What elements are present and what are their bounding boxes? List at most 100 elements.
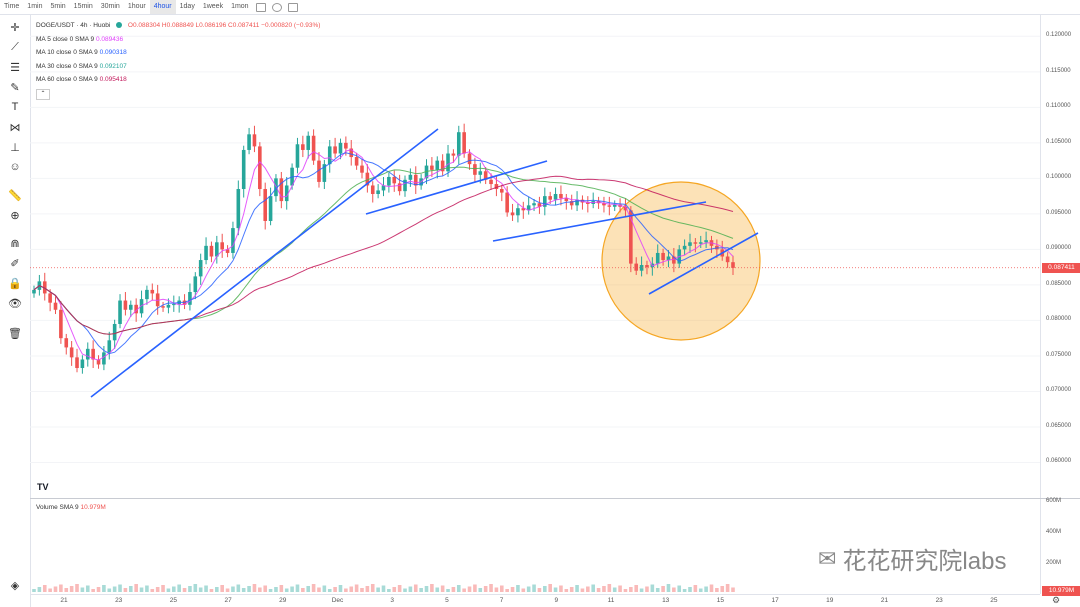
volume-bar	[682, 589, 687, 592]
volume-bar	[182, 588, 187, 592]
volume-bar	[37, 587, 42, 592]
volume-bar	[80, 587, 85, 592]
volume-bar	[629, 587, 633, 592]
timeframe-1min[interactable]: 1min	[27, 3, 43, 10]
current-volume-label: 10.979M	[1042, 586, 1080, 596]
candle-body	[543, 196, 547, 207]
volume-axis[interactable]: 600M 400M 200M 10.979M	[1040, 498, 1080, 596]
layers-icon[interactable]: ◈	[10, 579, 20, 592]
candle-body	[360, 165, 364, 173]
volume-bar	[623, 589, 628, 592]
ma-legend-row[interactable]: MA 5 close 0 SMA 9 0.089436	[36, 33, 320, 47]
volume-bar	[69, 586, 74, 592]
ma-legend-row[interactable]: MA 60 close 0 SMA 9 0.095418	[36, 73, 320, 87]
timeframe-4hour[interactable]: 4hour	[149, 0, 176, 14]
ma-line-60	[33, 175, 734, 335]
candle-body	[59, 309, 63, 339]
stay-drawing-icon[interactable]: ✐	[10, 257, 20, 270]
candle-body	[166, 304, 171, 308]
price-tick-label: 0.100000	[1046, 174, 1072, 181]
settings-icon[interactable]	[271, 2, 282, 12]
volume-bar	[575, 585, 579, 592]
volume-legend-label: Volume SMA 9	[36, 504, 79, 511]
price-axis[interactable]: 0.120000 0.115000 0.110000 0.105000 0.100000…	[1040, 15, 1080, 498]
timeframe-1week[interactable]: 1week	[202, 3, 224, 10]
ma-legend-row[interactable]: MA 10 close 0 SMA 9 0.090318	[36, 46, 320, 60]
volume-bar	[349, 586, 354, 592]
candle-body	[193, 276, 198, 293]
timeframe-15min[interactable]: 15min	[73, 3, 93, 10]
candle-body	[306, 135, 311, 150]
emoji-icon[interactable]: ☺	[9, 161, 21, 173]
timeframe-1hour[interactable]: 1hour	[127, 3, 146, 10]
volume-bar	[247, 586, 251, 592]
timeframe-1mon[interactable]: 1mon	[231, 3, 249, 10]
time-axis[interactable]: 21 23 25 27 29 Dec 3 5 7 9 11 13 15 17 19 21 23 25	[30, 594, 1040, 607]
candle-body	[333, 146, 337, 154]
timeframe-time[interactable]: Time	[4, 3, 20, 10]
candle-body	[48, 293, 52, 303]
crosshair-icon[interactable]: ✛	[10, 21, 20, 34]
candle-body	[499, 189, 504, 193]
price-tick-label: 0.075000	[1046, 351, 1072, 358]
volume-bar	[725, 584, 730, 592]
volume-bar	[473, 584, 477, 592]
volume-bar	[198, 587, 203, 592]
time-tick-label: 3	[390, 597, 394, 604]
market-status-icon	[116, 22, 123, 29]
volume-bar	[564, 589, 569, 592]
ma-legend-row[interactable]: MA 30 close 0 SMA 9 0.092107	[36, 60, 320, 74]
ma-value: 0.090318	[99, 49, 127, 56]
candle-body	[258, 146, 262, 190]
fib-icon[interactable]: ☰	[10, 61, 20, 74]
chart-settings-icon[interactable]: ⚙	[1052, 595, 1061, 605]
volume-bar	[607, 584, 612, 592]
timeframe-1day[interactable]: 1day	[179, 3, 195, 10]
candle-body	[672, 256, 676, 264]
volume-tick-label: 400M	[1046, 529, 1062, 535]
prediction-icon[interactable]: ⊥	[10, 141, 20, 154]
volume-bar	[263, 585, 268, 592]
magnet-icon[interactable]: ⋒	[10, 237, 20, 250]
volume-bar	[526, 586, 531, 592]
price-tick-label: 0.090000	[1046, 245, 1072, 252]
candle-body	[290, 167, 294, 186]
price-tick-label: 0.070000	[1046, 387, 1072, 394]
eye-icon[interactable]: 👁	[8, 297, 22, 310]
volume-bar	[709, 584, 714, 592]
trash-icon[interactable]: 🗑	[8, 327, 22, 340]
time-tick-label: 25	[990, 597, 998, 604]
compare-icon[interactable]	[255, 2, 266, 12]
zoom-icon[interactable]: ⊕	[10, 209, 20, 222]
fullscreen-icon[interactable]	[287, 2, 298, 12]
volume-bar	[381, 585, 386, 592]
candle-body	[85, 348, 90, 360]
pattern-icon[interactable]: ⋈	[9, 121, 21, 134]
candle-body	[731, 262, 735, 268]
time-tick-label: 15	[716, 597, 725, 604]
candle-body	[430, 165, 434, 170]
candle-body	[75, 357, 79, 369]
candle-body	[279, 178, 284, 202]
volume-bar	[688, 587, 692, 592]
brush-icon[interactable]: ✎	[10, 81, 20, 94]
timeframe-5min[interactable]: 5min	[50, 3, 66, 10]
pane-separator[interactable]	[30, 498, 1080, 499]
trendline-icon[interactable]: ⟋	[11, 40, 19, 53]
ma-line-30	[33, 166, 734, 335]
timeframe-30min[interactable]: 30min	[100, 3, 120, 10]
candle-body	[284, 185, 289, 202]
time-tick-label: 25	[169, 597, 178, 604]
volume-bar	[451, 587, 456, 592]
candle-body	[462, 132, 466, 154]
candle-body	[580, 199, 585, 203]
volume-bar	[591, 584, 595, 592]
candle-body	[123, 300, 128, 310]
text-icon[interactable]: T	[11, 101, 19, 113]
volume-bar	[150, 589, 155, 592]
ma-label: MA 30 close 0 SMA 9	[36, 62, 100, 70]
candle-body	[338, 142, 343, 154]
lock-icon[interactable]: 🔒	[8, 277, 22, 290]
ruler-icon[interactable]: 📏	[8, 189, 22, 202]
collapse-legend-button[interactable]: ⌃	[36, 88, 50, 100]
